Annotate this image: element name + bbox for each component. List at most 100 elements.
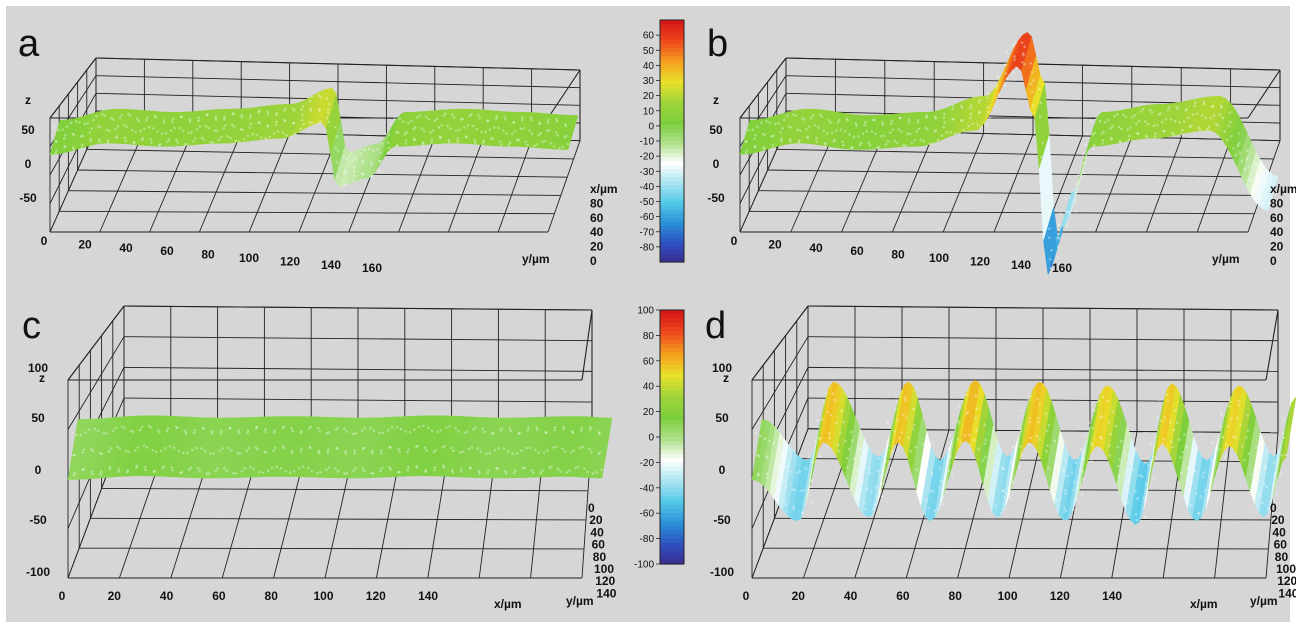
surface-texture (1279, 472, 1282, 475)
surface-texture (173, 127, 176, 130)
surface-texture (1039, 102, 1042, 105)
surface-texture (1137, 132, 1140, 135)
surface-texture (1216, 471, 1219, 474)
surface-texture (567, 143, 570, 146)
surface-texture (1222, 117, 1225, 120)
surface-texture (343, 472, 346, 475)
colorbar-segment (660, 479, 684, 484)
surface-texture (133, 141, 136, 144)
surface-texture (237, 429, 240, 432)
surface-texture (1030, 62, 1033, 65)
surface-texture (812, 114, 815, 117)
surface-texture (372, 149, 375, 152)
colorbar-segment (660, 505, 684, 510)
colorbar-segment (660, 386, 684, 391)
surface-texture (1091, 444, 1094, 447)
surface-texture (513, 472, 516, 475)
surface-texture (1068, 196, 1071, 199)
surface-texture (1256, 186, 1259, 189)
surface-texture (1022, 54, 1025, 57)
surface-texture (249, 114, 252, 117)
surface-texture (144, 469, 147, 472)
z-tick-label: -100 (26, 565, 50, 579)
surface-texture (1162, 438, 1165, 441)
surface-texture (1086, 133, 1089, 136)
surface-texture (877, 457, 880, 460)
y-tick-label: 120 (970, 254, 990, 268)
colorbar-segment (660, 254, 684, 259)
surface-texture (396, 144, 399, 147)
surface-texture (175, 139, 178, 142)
surface-texture (853, 457, 856, 460)
surface-texture (284, 120, 287, 123)
surface-texture (1210, 459, 1213, 462)
surface-texture (557, 468, 560, 471)
surface-texture (1109, 454, 1112, 457)
surface-texture (1154, 132, 1157, 135)
surface-texture (234, 472, 237, 475)
surface-texture (506, 132, 509, 135)
surface-texture (935, 129, 938, 132)
surface-texture (769, 121, 772, 124)
colorbar-segment (660, 161, 684, 166)
surface-texture (226, 135, 229, 138)
surface-texture (944, 121, 947, 124)
surface-texture (460, 470, 463, 473)
surface-texture (89, 140, 92, 143)
surface-texture (943, 113, 946, 116)
surface-texture (566, 471, 569, 474)
surface-texture (73, 472, 76, 475)
surface-texture (102, 432, 105, 435)
surface-texture (64, 145, 67, 148)
surface-texture (783, 500, 786, 503)
colorbar-segment (660, 32, 684, 37)
surface-texture (869, 144, 872, 147)
surface-texture (526, 144, 529, 147)
surface-texture (97, 429, 100, 432)
surface-texture (289, 471, 292, 474)
surface-texture (526, 429, 529, 432)
colorbar-tick-label: -10 (640, 137, 655, 148)
surface-texture (920, 466, 923, 469)
surface-texture (588, 448, 591, 451)
surface-texture (467, 124, 470, 127)
surface-texture (55, 149, 58, 152)
surface-texture (432, 129, 435, 132)
surface-texture (841, 409, 844, 412)
surface-texture (504, 118, 507, 121)
surface-texture (255, 134, 258, 137)
surface-texture (937, 139, 940, 142)
surface-texture (783, 119, 786, 122)
surface-texture (753, 137, 756, 140)
surface-texture (926, 128, 929, 131)
surface-texture (266, 110, 269, 113)
surface-texture (121, 425, 124, 428)
surface-texture (1118, 475, 1121, 478)
surface-texture (256, 426, 259, 429)
surface-texture (167, 427, 170, 430)
surface-texture (842, 144, 845, 147)
colorbar-segment (660, 314, 684, 319)
surface-texture (1010, 461, 1013, 464)
surface-texture (254, 446, 257, 449)
colorbar-segment (660, 52, 684, 57)
surface-texture (851, 146, 854, 149)
surface-texture (846, 466, 849, 469)
surface-texture (531, 133, 534, 136)
surface-texture (253, 468, 256, 471)
surface-texture (940, 134, 943, 137)
colorbar-segment (660, 475, 684, 480)
surface-texture (75, 434, 78, 437)
surface-texture (198, 470, 201, 473)
surface-texture (913, 424, 916, 427)
surface-texture (995, 97, 998, 100)
surface-texture (1236, 417, 1239, 420)
surface-texture (817, 126, 820, 129)
surface-texture (149, 426, 152, 429)
surface-texture (1206, 128, 1209, 131)
surface-texture (1177, 108, 1180, 111)
surface-texture (222, 127, 225, 130)
colorbar-segment (660, 101, 684, 106)
surface-texture (362, 160, 365, 163)
surface-texture (1185, 446, 1188, 449)
